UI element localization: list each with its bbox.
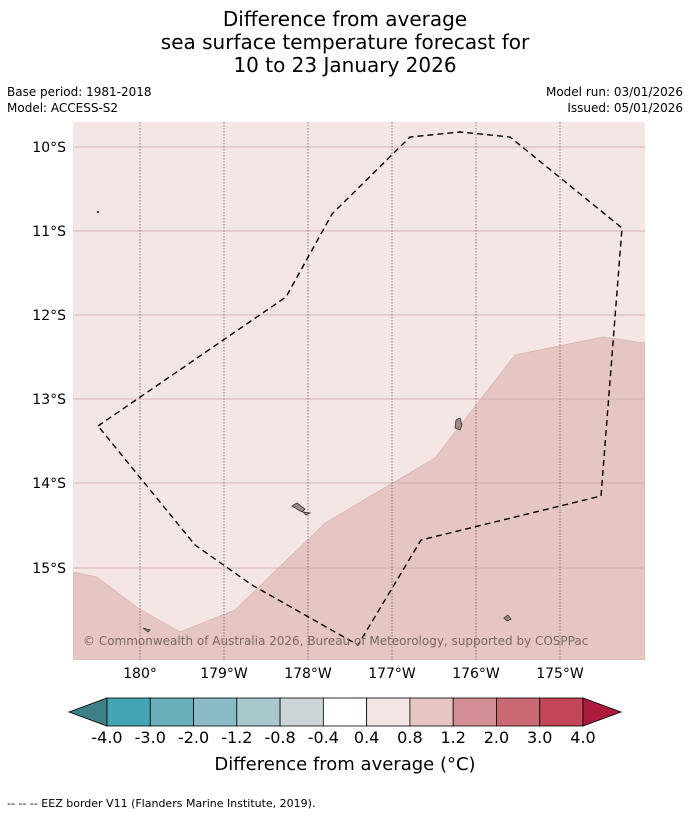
colorbar-segment-9 xyxy=(496,697,541,727)
lon-label-176w: 176°W xyxy=(452,666,500,682)
island-1 xyxy=(454,417,463,431)
lat-label-11s: 11°S xyxy=(32,224,66,240)
colorbar-tick-label: 4.0 xyxy=(570,728,596,747)
colorbar-labels: -4.0 -3.0 -2.0 -1.2 -0.8 -0.4 0.4 0.8 1.2 2.0 3.0 4… xyxy=(0,728,690,748)
lat-label-15s: 15°S xyxy=(32,561,66,577)
colorbar-tick-label: -2.0 xyxy=(177,728,210,747)
meta-left: Base period: 1981-2018 Model: ACCESS-S2 xyxy=(7,84,152,116)
base-period: Base period: 1981-2018 xyxy=(7,85,152,99)
lon-label-177w: 177°W xyxy=(368,666,416,682)
colorbar-over-arrow xyxy=(582,697,623,727)
colorbar-tick-label: -1.2 xyxy=(221,728,253,747)
island-5 xyxy=(142,627,151,633)
island-4 xyxy=(503,614,512,622)
anomaly-region-warmer xyxy=(73,336,645,660)
title-line-3: 10 to 23 January 2026 xyxy=(233,53,457,77)
island-6 xyxy=(96,210,100,214)
colorbar-segment-3 xyxy=(236,697,281,727)
colorbar-tick-label: -4.0 xyxy=(91,728,123,747)
title-line-2: sea surface temperature forecast for xyxy=(160,30,530,54)
meta-right: Model run: 03/01/2026 Issued: 05/01/2026 xyxy=(546,84,683,116)
eez-border-legend: -- -- -- EEZ border V11 (Flanders Marine… xyxy=(7,797,316,810)
colorbar-segment-2 xyxy=(193,697,238,727)
model-name: Model: ACCESS-S2 xyxy=(7,101,119,115)
lon-label-178w: 178°W xyxy=(284,666,332,682)
colorbar-tick-label: 2.0 xyxy=(483,728,510,747)
colorbar-segment-7 xyxy=(409,697,454,727)
lat-label-13s: 13°S xyxy=(32,392,66,408)
islands xyxy=(96,210,512,633)
longitude-gridlines xyxy=(139,122,561,660)
lat-label-10s: 10°S xyxy=(32,140,66,156)
colorbar-tick-label: 0.8 xyxy=(397,728,423,747)
lon-label-179w: 179°W xyxy=(200,666,248,682)
colorbar-tick-label: -3.0 xyxy=(134,728,166,747)
colorbar-segment-4 xyxy=(279,697,324,727)
title-line-1: Difference from average xyxy=(222,7,468,31)
colorbar-tick-label: 3.0 xyxy=(526,728,553,747)
latitude-labels: 10°S 11°S 12°S 13°S 14°S 15°S xyxy=(32,140,66,577)
copyright-notice: © Commonwealth of Australia 2026, Bureau… xyxy=(83,634,588,648)
latitude-gridlines xyxy=(73,146,645,569)
lon-label-180: 180° xyxy=(123,666,157,682)
chart-title: Difference from average sea surface temp… xyxy=(0,8,690,77)
colorbar-segment-8 xyxy=(452,697,497,727)
colorbar-tick-label: -0.4 xyxy=(307,728,339,747)
lat-label-14s: 14°S xyxy=(32,476,66,492)
forecast-map: © Commonwealth of Australia 2026, Bureau… xyxy=(32,122,645,727)
colorbar-segment-0 xyxy=(106,697,151,727)
colorbar-segment-10 xyxy=(539,697,584,727)
colorbar-title: Difference from average (°C) xyxy=(214,754,476,775)
colorbar-tick-label: -0.8 xyxy=(264,728,296,747)
eez-border xyxy=(96,131,623,646)
issued-date: Issued: 05/01/2026 xyxy=(567,101,683,115)
colorbar-segment-5 xyxy=(322,697,368,727)
lat-label-12s: 12°S xyxy=(32,308,66,324)
colorbar-segment-6 xyxy=(366,697,411,727)
lon-label-175w: 175°W xyxy=(536,666,584,682)
colorbar-under-arrow xyxy=(67,697,108,727)
longitude-labels: 180° 179°W 178°W 177°W 176°W 175°W xyxy=(123,666,584,682)
colorbar xyxy=(67,697,623,727)
colorbar-tick-label: 0.4 xyxy=(353,728,380,747)
model-run: Model run: 03/01/2026 xyxy=(545,85,683,99)
colorbar-tick-label: 1.2 xyxy=(440,728,466,747)
island-3 xyxy=(301,511,312,516)
colorbar-segment-1 xyxy=(149,697,194,727)
island-2 xyxy=(291,502,306,513)
